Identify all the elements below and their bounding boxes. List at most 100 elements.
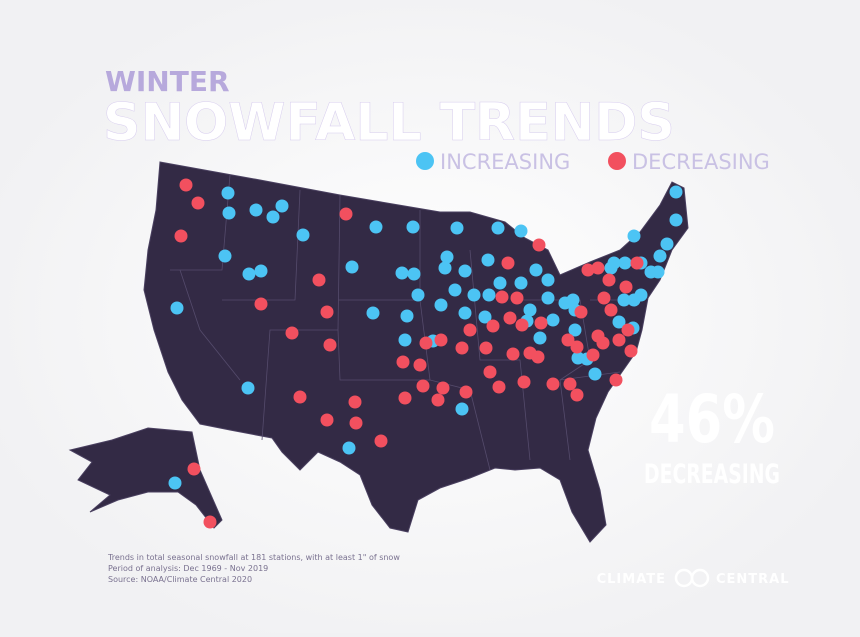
station-decreasing (339, 207, 353, 221)
station-decreasing (621, 323, 635, 337)
title: SNOWFALL TRENDS (103, 93, 675, 153)
station-increasing (296, 228, 310, 242)
station-increasing (455, 402, 469, 416)
station-decreasing (517, 375, 531, 389)
station-increasing (529, 263, 543, 277)
station-decreasing (570, 340, 584, 354)
station-increasing (669, 213, 683, 227)
station-increasing (168, 476, 182, 490)
brand-logo (674, 568, 710, 588)
station-increasing (533, 331, 547, 345)
station-decreasing (455, 341, 469, 355)
station-increasing (588, 367, 602, 381)
station-increasing (514, 224, 528, 238)
station-increasing (369, 220, 383, 234)
brand-right: CENTRAL (716, 572, 790, 587)
station-decreasing (436, 381, 450, 395)
station-decreasing (479, 341, 493, 355)
station-increasing (482, 288, 496, 302)
station-decreasing (596, 336, 610, 350)
station-increasing (438, 261, 452, 275)
station-decreasing (348, 395, 362, 409)
station-increasing (448, 283, 462, 297)
station-increasing (254, 264, 268, 278)
station-increasing (612, 315, 626, 329)
us-map (68, 161, 689, 543)
station-increasing (242, 267, 256, 281)
station-decreasing (374, 434, 388, 448)
footnote-line: Trends in total seasonal snowfall at 181… (107, 553, 400, 562)
station-increasing (407, 267, 421, 281)
station-decreasing (174, 229, 188, 243)
legend-swatch (608, 152, 626, 170)
station-decreasing (187, 462, 201, 476)
station-increasing (342, 441, 356, 455)
station-decreasing (463, 323, 477, 337)
station-increasing (440, 250, 454, 264)
station-increasing (398, 333, 412, 347)
station-increasing (345, 260, 359, 274)
kicker: WINTER (105, 65, 230, 98)
station-increasing (541, 291, 555, 305)
station-increasing (170, 301, 184, 315)
station-increasing (434, 298, 448, 312)
station-decreasing (609, 373, 623, 387)
station-decreasing (179, 178, 193, 192)
station-decreasing (349, 416, 363, 430)
station-decreasing (531, 350, 545, 364)
station-increasing (411, 288, 425, 302)
station-decreasing (630, 256, 644, 270)
station-increasing (660, 237, 674, 251)
alaska (68, 427, 223, 529)
station-increasing (406, 220, 420, 234)
station-decreasing (416, 379, 430, 393)
station-increasing (523, 303, 537, 317)
station-increasing (478, 310, 492, 324)
station-decreasing (506, 347, 520, 361)
station-decreasing (503, 311, 517, 325)
station-increasing (617, 293, 631, 307)
legend: INCREASING DECREASING (416, 150, 770, 174)
station-decreasing (570, 388, 584, 402)
station-increasing (458, 306, 472, 320)
station-decreasing (586, 348, 600, 362)
station-increasing (241, 381, 255, 395)
station-decreasing (546, 377, 560, 391)
station-decreasing (619, 280, 633, 294)
station-increasing (366, 306, 380, 320)
station-decreasing (431, 393, 445, 407)
legend-swatch (416, 152, 434, 170)
station-increasing (218, 249, 232, 263)
station-increasing (607, 256, 621, 270)
station-increasing (568, 323, 582, 337)
station-decreasing (203, 515, 217, 529)
station-increasing (450, 221, 464, 235)
station-decreasing (563, 377, 577, 391)
station-decreasing (574, 305, 588, 319)
station-increasing (275, 199, 289, 213)
station-decreasing (320, 413, 334, 427)
station-increasing (249, 203, 263, 217)
station-decreasing (532, 238, 546, 252)
station-decreasing (483, 365, 497, 379)
station-decreasing (459, 385, 473, 399)
station-decreasing (604, 303, 618, 317)
station-increasing (221, 186, 235, 200)
station-decreasing (191, 196, 205, 210)
station-increasing (541, 273, 555, 287)
station-increasing (546, 313, 560, 327)
station-decreasing (285, 326, 299, 340)
station-decreasing (486, 319, 500, 333)
station-increasing (618, 256, 632, 270)
station-increasing (627, 229, 641, 243)
station-increasing (653, 249, 667, 263)
stat-value: 46% (649, 381, 775, 458)
station-decreasing (515, 318, 529, 332)
station-dots (168, 178, 683, 529)
station-increasing (491, 221, 505, 235)
station-increasing (222, 206, 236, 220)
footnote-line: Source: NOAA/Climate Central 2020 (108, 575, 252, 584)
contiguous-us (143, 161, 689, 543)
brand-left: CLIMATE (597, 572, 666, 587)
station-increasing (481, 253, 495, 267)
